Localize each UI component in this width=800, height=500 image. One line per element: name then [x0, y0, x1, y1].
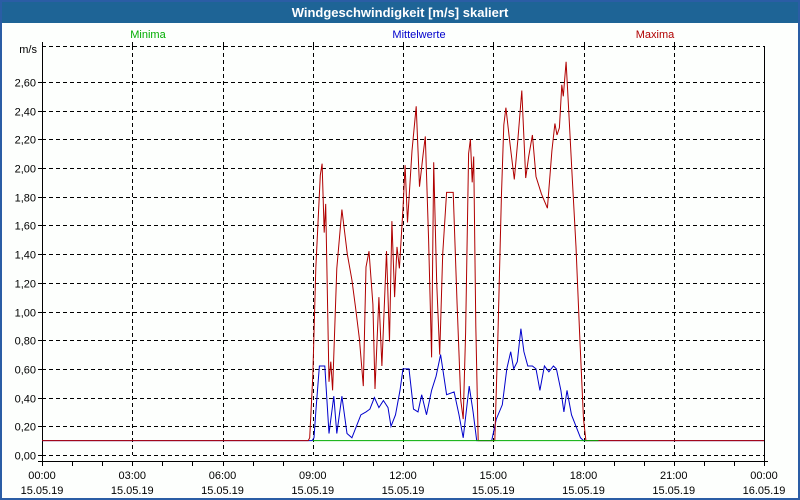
y-axis-tick-label: 1,80 — [15, 193, 36, 205]
series-line-maxima — [42, 61, 764, 442]
y-axis-unit-label: m/s — [19, 44, 37, 56]
x-axis-date-label: 15.05.19 — [201, 485, 244, 497]
y-axis-tick-label: 1,60 — [15, 221, 36, 233]
x-axis-time-label: 09:00 — [299, 470, 327, 482]
y-axis-tick-label: 2,20 — [15, 135, 36, 147]
x-axis-date-label: 15.05.19 — [472, 485, 515, 497]
y-axis-tick-label: 0,40 — [15, 394, 36, 406]
y-axis-tick-label: 0,00 — [15, 451, 36, 463]
x-axis-time-label: 00:00 — [750, 470, 778, 482]
y-axis-tick-label: 0,80 — [15, 336, 36, 348]
x-axis-time-label: 00:00 — [28, 470, 56, 482]
x-axis-time-label: 15:00 — [479, 470, 507, 482]
series-line-mittelwerte — [42, 328, 764, 442]
y-axis-tick-label: 1,20 — [15, 279, 36, 291]
legend-label-mittelwerte: Mittelwerte — [392, 29, 445, 41]
y-axis-tick-label: 2,40 — [15, 107, 36, 119]
y-axis-tick-label: 1,00 — [15, 308, 36, 320]
y-axis-tick-label: 2,00 — [15, 164, 36, 176]
x-axis-date-label: 16.05.19 — [743, 485, 786, 497]
legend-label-maxima: Maxima — [636, 29, 675, 41]
x-axis-date-label: 15.05.19 — [562, 485, 605, 497]
y-axis-tick-label: 0,20 — [15, 422, 36, 434]
y-axis-tick-label: 0,60 — [15, 365, 36, 377]
window-title: Windgeschwindigkeit [m/s] skaliert — [291, 5, 509, 20]
x-axis-time-label: 06:00 — [209, 470, 237, 482]
x-axis-time-label: 21:00 — [660, 470, 688, 482]
x-axis-date-label: 15.05.19 — [382, 485, 425, 497]
x-axis-time-label: 12:00 — [389, 470, 417, 482]
x-axis-date-label: 15.05.19 — [111, 485, 154, 497]
title-bar: Windgeschwindigkeit [m/s] skaliert — [2, 2, 798, 23]
x-axis-time-label: 03:00 — [118, 470, 146, 482]
y-axis-tick-label: 2,60 — [15, 78, 36, 90]
x-axis-time-label: 18:00 — [570, 470, 598, 482]
legend-label-minima: Minima — [130, 29, 166, 41]
x-axis-date-label: 15.05.19 — [21, 485, 64, 497]
x-axis-date-label: 15.05.19 — [291, 485, 334, 497]
y-axis-tick-label: 1,40 — [15, 250, 36, 262]
x-axis-date-label: 15.05.19 — [652, 485, 695, 497]
